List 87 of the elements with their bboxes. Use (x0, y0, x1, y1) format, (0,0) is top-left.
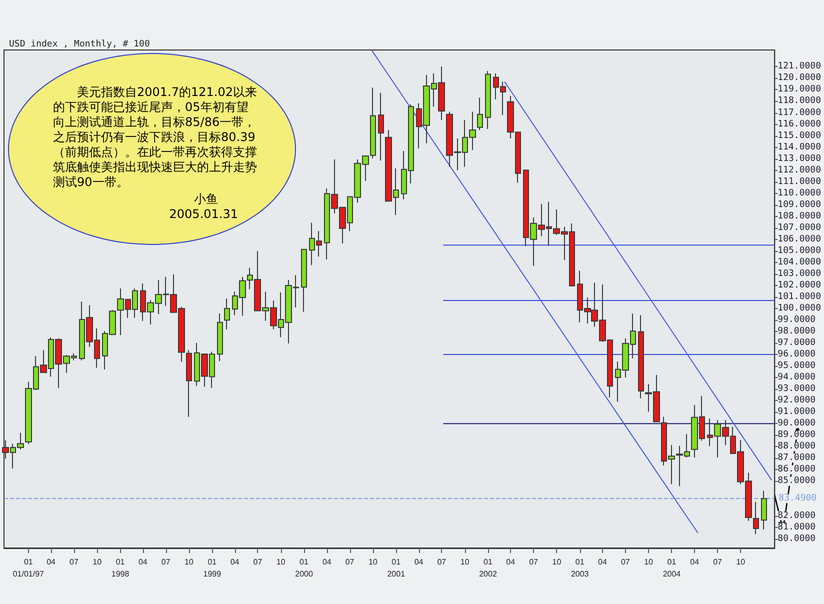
x-tick-label: 07 (437, 558, 447, 566)
y-tick-label: 101.0000 (778, 292, 822, 302)
y-tick-label: 87.0000 (778, 453, 816, 464)
y-tick-label: 113.0000 (778, 154, 822, 164)
y-tick-label: 111.0000 (778, 176, 822, 187)
candlestick (638, 314, 644, 399)
candlestick (477, 97, 483, 131)
x-tick-label: 10 (92, 558, 102, 566)
y-tick-label: 95.0000 (778, 361, 816, 372)
y-tick-label: 85.0000 (778, 476, 816, 486)
x-tick-label: 01 2000 (295, 558, 314, 578)
x-tick-label: 10 (736, 558, 746, 566)
candlestick (186, 350, 192, 418)
y-tick-label: 80.0000 (778, 534, 816, 544)
x-tick-label: 10 (276, 558, 286, 566)
y-tick-label: 86.0000 (778, 464, 816, 475)
candlestick (301, 248, 307, 312)
y-tick-label: 90.0000 (778, 418, 816, 429)
ref-line-label: 83.4900 (778, 494, 817, 504)
y-tick-label: 91.0000 (778, 407, 816, 418)
x-tick-label: 04 (598, 558, 608, 566)
y-tick-label: 88.0000 (778, 442, 816, 452)
x-tick-label: 07 (345, 558, 355, 566)
y-tick-label: 81.0000 (778, 522, 816, 532)
y-tick-label: 92.0000 (778, 396, 816, 406)
candlestick (224, 298, 230, 330)
x-tick-label: 01 1998 (111, 558, 130, 578)
y-tick-label: 107.0000 (778, 222, 822, 233)
candlestick (485, 70, 491, 130)
candlestick (217, 312, 223, 362)
y-tick-label: 114.0000 (778, 142, 822, 152)
annotation: 2005.01.31 (168, 207, 239, 222)
x-tick-label: 04 (230, 558, 240, 566)
x-tick-label: 07 (253, 558, 263, 566)
x-tick-label: 04 (506, 558, 516, 566)
x-tick-label: 04 (690, 558, 700, 566)
y-tick-label: 117.0000 (778, 108, 822, 118)
x-tick-label: 01 1999 (203, 558, 222, 578)
y-tick-label: 102.0000 (778, 280, 822, 290)
y-tick-label: 89.0000 (778, 430, 816, 440)
y-tick-label: 108.0000 (778, 211, 822, 222)
y-tick-label: 106.0000 (778, 234, 822, 244)
x-tick-label: 07 (713, 558, 723, 566)
y-tick-label: 93.0000 (778, 384, 816, 394)
y-tick-label: 105.0000 (778, 246, 822, 256)
x-tick-label: 04 (46, 558, 56, 566)
y-tick-label: 94.0000 (778, 372, 816, 383)
x-tick-label: 07 (529, 558, 539, 566)
candlestick (761, 490, 767, 530)
y-tick-label: 96.0000 (778, 350, 816, 360)
x-tick-label: 01 2003 (570, 558, 590, 578)
x-tick-label: 10 (368, 558, 378, 566)
candlestick (753, 501, 759, 535)
y-tick-label: 98.0000 (778, 326, 816, 337)
y-tick-label: 99.0000 (778, 315, 816, 326)
y-tick-label: 116.0000 (778, 119, 822, 130)
candlestick (378, 92, 384, 162)
x-tick-label: 07 (70, 558, 79, 566)
x-tick-label: 10 (644, 558, 654, 566)
y-tick-label: 104.0000 (778, 257, 822, 268)
x-tick-label: 10 (184, 558, 194, 566)
annotation: 小鱼 (193, 192, 219, 207)
y-tick-label: 120.0000 (778, 73, 822, 84)
y-tick-label: 115.0000 (778, 130, 822, 141)
chart-title: USD index , Monthly, # 100 (9, 40, 150, 50)
y-tick-label: 103.0000 (778, 268, 822, 279)
y-tick-label: 121.0000 (778, 62, 822, 72)
x-tick-label: 07 (620, 558, 630, 566)
x-tick-label: 10 (460, 558, 470, 566)
annotation: 美元指数自2001.7的121.02以来的下跌可能已接近尾声，05年初有望向上测试通道上轨，目标85/86一带，之后预计仍有一波下跌浪，目标80.39（前期低点）。在此一带再次获得支撑筑底触使美指出现快速巨大的上升走势测试90一带。 (53, 85, 258, 190)
x-tick-label: 07 (161, 558, 171, 566)
x-tick-label: 01 01/01/97 (12, 558, 45, 578)
x-tick-label: 01 2001 (387, 558, 406, 578)
y-tick-label: 119.0000 (778, 84, 822, 95)
y-tick-label: 82.0000 (778, 510, 816, 521)
y-tick-label: 97.0000 (778, 338, 816, 348)
x-tick-label: 04 (322, 558, 332, 566)
y-tick-label: 109.0000 (778, 200, 822, 210)
x-tick-label: 04 (414, 558, 424, 566)
y-tick-label: 110.0000 (778, 188, 822, 198)
y-tick-label: 100.0000 (778, 304, 822, 314)
y-tick-label: 112.0000 (778, 165, 822, 176)
x-tick-label: 01 2002 (479, 558, 498, 578)
x-tick-label: 04 (138, 558, 148, 566)
y-tick-label: 118.0000 (778, 96, 822, 106)
x-tick-label: 01 2004 (662, 558, 682, 578)
x-tick-label: 10 (552, 558, 562, 566)
